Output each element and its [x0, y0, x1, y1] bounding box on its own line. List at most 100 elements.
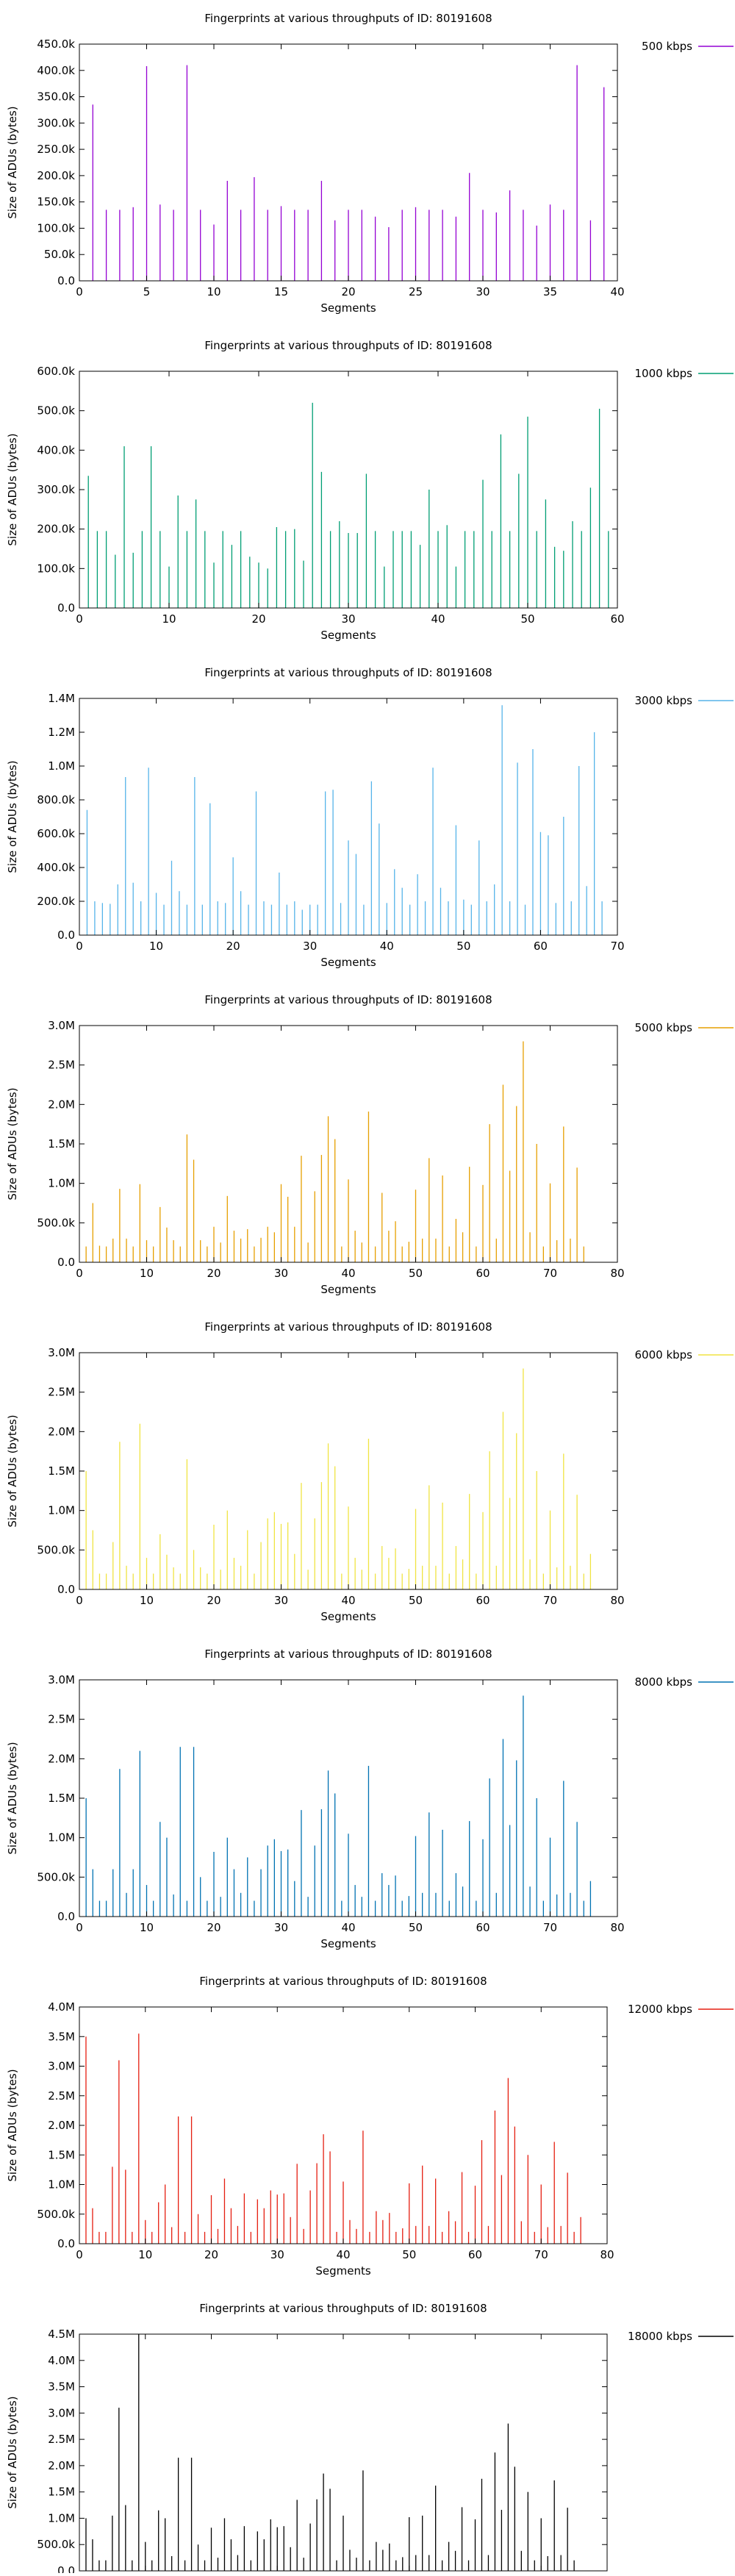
chart-title: Fingerprints at various throughputs of I…	[204, 993, 492, 1006]
x-tick-label: 30	[274, 1594, 288, 1607]
x-tick-label: 40	[341, 1267, 355, 1280]
x-tick-label: 10	[149, 940, 163, 953]
y-tick-label: 800.0k	[37, 793, 75, 806]
x-tick-label: 80	[610, 1594, 624, 1607]
y-tick-label: 1.4M	[48, 692, 75, 705]
y-tick-label: 1.5M	[48, 2486, 75, 2499]
legend-label: 12000 kbps	[628, 2003, 692, 2016]
x-axis-label: Segments	[315, 2264, 371, 2278]
x-tick-label: 70	[543, 1594, 557, 1607]
y-tick-label: 2.0M	[48, 1098, 75, 1111]
y-tick-label: 1.5M	[48, 2148, 75, 2161]
x-tick-label: 60	[468, 2248, 482, 2261]
plot-frame	[79, 698, 618, 936]
x-tick-label: 20	[204, 2248, 218, 2261]
y-tick-label: 200.0k	[37, 523, 75, 536]
x-tick-label: 20	[207, 1921, 220, 1934]
y-tick-label: 1.0M	[48, 2511, 75, 2525]
chart-title: Fingerprints at various throughputs of I…	[204, 339, 492, 352]
y-tick-label: 2.5M	[48, 1386, 75, 1399]
y-tick-label: 0.0	[57, 1256, 75, 1269]
y-tick-label: 0.0	[57, 929, 75, 942]
legend-label: 6000 kbps	[635, 1348, 693, 1362]
y-tick-label: 50.0k	[44, 248, 75, 261]
x-tick-label: 5	[143, 285, 151, 298]
chart-panel-1: Fingerprints at various throughputs of I…	[6, 12, 734, 315]
x-tick-label: 0	[76, 2248, 83, 2261]
y-tick-label: 350.0k	[37, 90, 75, 104]
y-axis-label: Size of ADUs (bytes)	[6, 2069, 19, 2181]
y-tick-label: 1.5M	[48, 1792, 75, 1805]
x-tick-label: 40	[336, 2248, 350, 2261]
y-tick-label: 600.0k	[37, 827, 75, 840]
x-tick-label: 50	[409, 1267, 423, 1280]
y-axis-label: Size of ADUs (bytes)	[6, 2396, 19, 2508]
y-tick-label: 500.0k	[37, 1216, 75, 1229]
x-tick-label: 30	[270, 2248, 284, 2261]
y-tick-label: 0.0	[57, 2564, 75, 2573]
legend-label: 5000 kbps	[635, 1021, 693, 1034]
y-axis-label: Size of ADUs (bytes)	[6, 106, 19, 218]
x-tick-label: 80	[600, 2248, 614, 2261]
chart-panel-2: Fingerprints at various throughputs of I…	[6, 339, 734, 642]
y-tick-label: 250.0k	[37, 143, 75, 156]
x-tick-label: 70	[543, 1921, 557, 1934]
y-tick-label: 2.0M	[48, 2119, 75, 2132]
y-axis-label: Size of ADUs (bytes)	[6, 433, 19, 545]
chart-title: Fingerprints at various throughputs of I…	[204, 1647, 492, 1661]
x-tick-label: 15	[274, 285, 288, 298]
y-tick-label: 400.0k	[37, 861, 75, 874]
x-tick-label: 40	[341, 1594, 355, 1607]
y-tick-label: 3.0M	[48, 2406, 75, 2419]
x-axis-label: Segments	[320, 1283, 376, 1296]
x-tick-label: 40	[610, 285, 624, 298]
y-tick-label: 450.0k	[37, 37, 75, 51]
x-tick-label: 0	[76, 1921, 83, 1934]
x-tick-label: 25	[409, 285, 423, 298]
x-tick-label: 20	[207, 1594, 220, 1607]
y-axis-label: Size of ADUs (bytes)	[6, 1742, 19, 1854]
y-tick-label: 0.0	[57, 1910, 75, 1923]
y-tick-label: 300.0k	[37, 116, 75, 129]
x-tick-label: 40	[431, 612, 445, 626]
y-tick-label: 0.0	[57, 601, 75, 615]
y-tick-label: 500.0k	[37, 1870, 75, 1883]
legend-label: 3000 kbps	[635, 694, 693, 707]
x-tick-label: 60	[610, 612, 624, 626]
x-tick-label: 60	[534, 940, 548, 953]
chart-panel-3: Fingerprints at various throughputs of I…	[6, 666, 734, 969]
y-tick-label: 2.0M	[48, 2459, 75, 2472]
x-tick-label: 35	[543, 285, 557, 298]
y-tick-label: 2.0M	[48, 1752, 75, 1765]
y-tick-label: 500.0k	[37, 2208, 75, 2221]
chart-panel-7: Fingerprints at various throughputs of I…	[6, 1975, 734, 2278]
y-tick-label: 500.0k	[37, 1543, 75, 1556]
x-tick-label: 10	[140, 1267, 154, 1280]
x-axis-label: Segments	[320, 301, 376, 315]
y-tick-label: 1.0M	[48, 2178, 75, 2192]
x-tick-label: 0	[76, 1594, 83, 1607]
x-tick-label: 10	[140, 1594, 154, 1607]
x-tick-label: 50	[456, 940, 470, 953]
x-tick-label: 60	[476, 1921, 490, 1934]
y-tick-label: 200.0k	[37, 169, 75, 182]
legend-label: 18000 kbps	[628, 2330, 692, 2343]
x-axis-label: Segments	[320, 1610, 376, 1623]
x-tick-label: 10	[140, 1921, 154, 1934]
y-tick-label: 3.0M	[48, 1019, 75, 1032]
y-tick-label: 200.0k	[37, 895, 75, 908]
y-tick-label: 2.5M	[48, 2433, 75, 2446]
chart-panel-6: Fingerprints at various throughputs of I…	[6, 1647, 734, 1950]
y-tick-label: 3.0M	[48, 1673, 75, 1686]
chart-title: Fingerprints at various throughputs of I…	[204, 1320, 492, 1334]
y-tick-label: 0.0	[57, 2237, 75, 2250]
chart-title: Fingerprints at various throughputs of I…	[199, 1975, 487, 1988]
y-tick-label: 2.5M	[48, 1713, 75, 1726]
x-tick-label: 60	[476, 1267, 490, 1280]
x-tick-label: 10	[162, 612, 176, 626]
chart-title: Fingerprints at various throughputs of I…	[204, 12, 492, 25]
x-tick-label: 70	[610, 940, 624, 953]
chart-title: Fingerprints at various throughputs of I…	[199, 2302, 487, 2315]
y-axis-label: Size of ADUs (bytes)	[6, 1087, 19, 1200]
x-tick-label: 80	[610, 1267, 624, 1280]
